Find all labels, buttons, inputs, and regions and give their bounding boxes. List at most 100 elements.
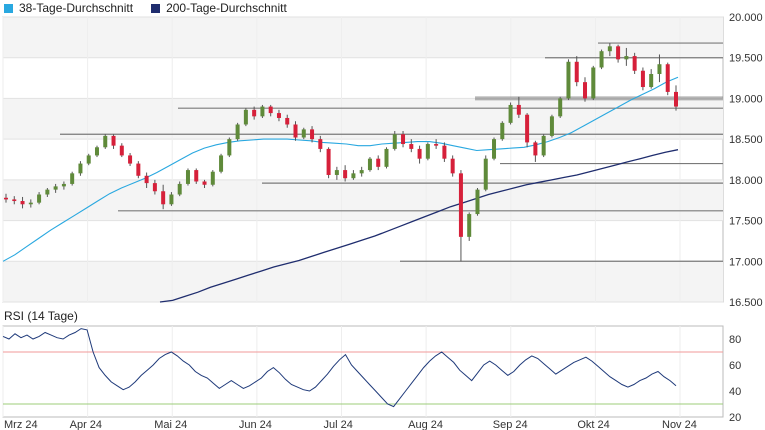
rsi-line <box>2 328 677 408</box>
price-tick-label: 16.500 <box>729 297 763 309</box>
candle-down <box>4 197 8 200</box>
candle-up <box>260 106 265 117</box>
rsi-tick-label: 40 <box>729 386 741 398</box>
candle-down <box>20 201 25 205</box>
x-tick-label: Apr 24 <box>70 419 102 430</box>
candle-up <box>541 135 546 156</box>
candle-down <box>252 109 257 117</box>
candle-up <box>599 51 604 68</box>
candle-up <box>37 194 42 203</box>
rsi-tick-label: 20 <box>729 412 741 424</box>
candle-up <box>392 134 397 149</box>
candle-down <box>533 142 538 156</box>
chart-legend: 38-Tage-Durchschnitt 200-Tage-Durchschni… <box>4 1 305 15</box>
candle-up <box>500 122 505 140</box>
candle-down <box>583 82 588 99</box>
candle-down <box>310 129 315 140</box>
x-tick-label: Jun 24 <box>239 419 272 430</box>
candle-up <box>243 109 248 125</box>
candle-down <box>417 148 422 159</box>
candle-down <box>343 170 348 179</box>
price-tick-label: 19.000 <box>729 93 763 105</box>
legend-swatch-ma200 <box>151 3 161 13</box>
candle-up <box>549 116 554 136</box>
candle-up <box>367 158 372 171</box>
legend-item-ma38: 38-Tage-Durchschnitt <box>4 1 133 15</box>
price-band <box>3 98 723 140</box>
candle-up <box>384 148 389 167</box>
rsi-tick-label: 80 <box>729 334 741 346</box>
candle-down <box>409 144 414 149</box>
candle-up <box>28 202 33 205</box>
candle-down <box>326 148 331 175</box>
candle-down <box>401 134 406 145</box>
candle-up <box>185 170 190 184</box>
x-tick-label: Nov 24 <box>662 419 697 430</box>
candle-up <box>558 98 563 117</box>
candle-up <box>210 171 215 185</box>
candle-up <box>359 170 364 174</box>
candle-up <box>467 214 472 237</box>
candle-up <box>508 104 513 123</box>
candle-up <box>227 139 232 156</box>
candle-down <box>516 104 521 115</box>
candle-up <box>45 189 50 195</box>
ma38-line <box>2 76 679 262</box>
candle-up <box>492 139 497 159</box>
price-tick-label: 18.000 <box>729 175 763 187</box>
candle-down <box>434 144 439 146</box>
candle-down <box>276 113 281 118</box>
ma200-line <box>159 149 679 303</box>
x-tick-label: Aug 24 <box>408 419 443 430</box>
candle-up <box>475 189 480 215</box>
price-band <box>3 179 723 221</box>
legend-label-ma200: 200-Tage-Durchschnitt <box>166 1 287 15</box>
candle-up <box>657 64 662 74</box>
candle-down <box>376 158 381 167</box>
candle-up <box>78 163 83 174</box>
candle-down <box>525 114 530 143</box>
x-tick-label: Okt 24 <box>577 419 609 430</box>
candle-down <box>665 64 670 92</box>
price-panel <box>2 16 724 303</box>
candle-up <box>301 129 306 138</box>
candle-up <box>94 147 99 156</box>
candle-up <box>177 183 182 195</box>
candle-down <box>442 145 447 159</box>
candle-down <box>111 135 116 146</box>
legend-item-ma200: 200-Tage-Durchschnitt <box>151 1 287 15</box>
candle-down <box>640 70 645 88</box>
candle-up <box>351 173 356 179</box>
candle-up <box>169 194 174 205</box>
x-tick-label: Jul 24 <box>324 419 353 430</box>
candle-down <box>632 56 637 71</box>
price-band <box>3 17 723 58</box>
x-tick-label: Sep 24 <box>493 419 528 430</box>
candle-down <box>616 46 621 60</box>
candle-down <box>574 61 579 83</box>
candle-up <box>334 170 339 175</box>
legend-label-ma38: 38-Tage-Durchschnitt <box>19 1 134 15</box>
candle-down <box>458 173 463 237</box>
candle-up <box>624 56 629 60</box>
candle-down <box>152 183 157 192</box>
rsi-panel-title: RSI (14 Tage) <box>4 309 78 323</box>
candle-down <box>119 145 124 156</box>
candle-up <box>425 144 430 159</box>
candle-down <box>268 106 273 114</box>
candle-up <box>235 124 240 140</box>
candle-down <box>318 139 323 149</box>
rsi-panel <box>2 325 724 418</box>
x-tick-label: Mrz 24 <box>4 419 38 430</box>
candle-up <box>483 158 488 190</box>
candle-up <box>219 155 224 172</box>
candle-down <box>128 155 133 164</box>
candle-down <box>674 91 678 107</box>
x-tick-label: Mai 24 <box>154 419 187 430</box>
candle-down <box>194 170 199 182</box>
candle-up <box>53 186 58 190</box>
candle-down <box>285 117 290 125</box>
candle-up <box>591 67 596 99</box>
candle-up <box>566 61 571 99</box>
